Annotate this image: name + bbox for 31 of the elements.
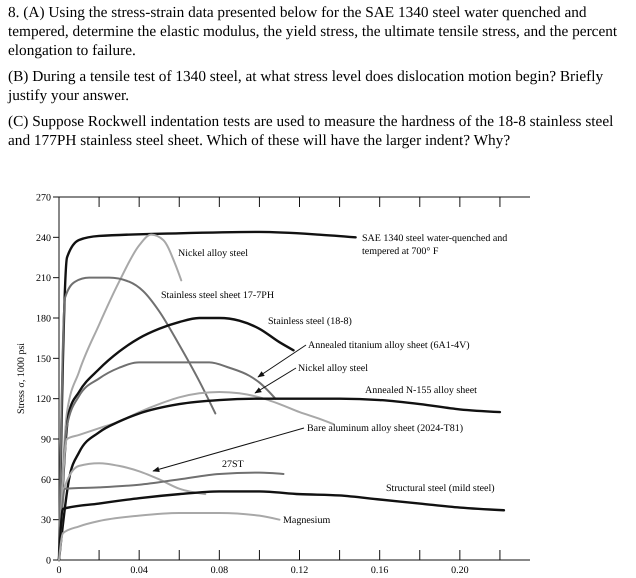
series-label: Annealed N-155 alloy sheet: [365, 385, 478, 396]
y-tick-label: 0: [46, 556, 51, 566]
x-tick-label: 0.20: [451, 565, 469, 576]
y-axis-title: Stress σ, 1000 psi: [16, 342, 27, 414]
text: (C) Suppose Rockwell indentation tests are used to measure the hardness of the 18-8 stainless steel and 177PH stainless steel sheet. Which of these will have the larger indent? Why?: [8, 112, 614, 150]
series-label: Magnesium: [283, 515, 330, 526]
y-tick-label: 150: [36, 354, 51, 365]
text: Bare aluminum alloy sheet (2024-T81): [307, 423, 464, 434]
text: Annealed titanium alloy sheet (6A1-4V): [308, 340, 470, 351]
y-tick-label: 60: [41, 474, 51, 486]
series-label: Stainless steel (18-8): [268, 316, 352, 327]
x-tick-label: 0.04: [130, 565, 148, 576]
series-label: Structural steel (mild steel): [386, 483, 495, 494]
chart-title: 8. (A) Using the stress-strain data presented below for the SAE 1340 steel water quenched and tempered, determine the elastic modulus, the yield stress, the ultimate tensile stress, and the percent elongation to failure.: [8, 3, 618, 60]
y-tick-label: 120: [36, 394, 51, 406]
series-label: Nickel alloy steel: [178, 248, 248, 259]
x-tick-label: 0.08: [210, 565, 228, 576]
y-tick-label: 30: [41, 515, 51, 526]
series-label: 27ST: [222, 459, 244, 470]
x-tick-label: 0.16: [370, 565, 388, 576]
y-tick-label: 210: [36, 273, 51, 284]
y-tick-label: 240: [36, 232, 51, 244]
text: (B) During a tensile test of 1340 steel, at what stress level does dislocation motion begin? Briefly justify your answer.: [8, 67, 604, 105]
y-tick-label: 90: [41, 434, 51, 446]
text: Nickel alloy steel: [298, 363, 368, 374]
series-label: Stainless steel sheet 17-7PH: [161, 290, 274, 301]
series-label: SAE 1340 steel water-quenched and tempered at 700° F: [362, 233, 508, 257]
y-tick-label: 180: [36, 314, 51, 324]
x-tick-label: 0.12: [290, 565, 308, 576]
y-tick-label: 270: [36, 192, 51, 204]
x-tick-label: 0: [56, 565, 62, 576]
